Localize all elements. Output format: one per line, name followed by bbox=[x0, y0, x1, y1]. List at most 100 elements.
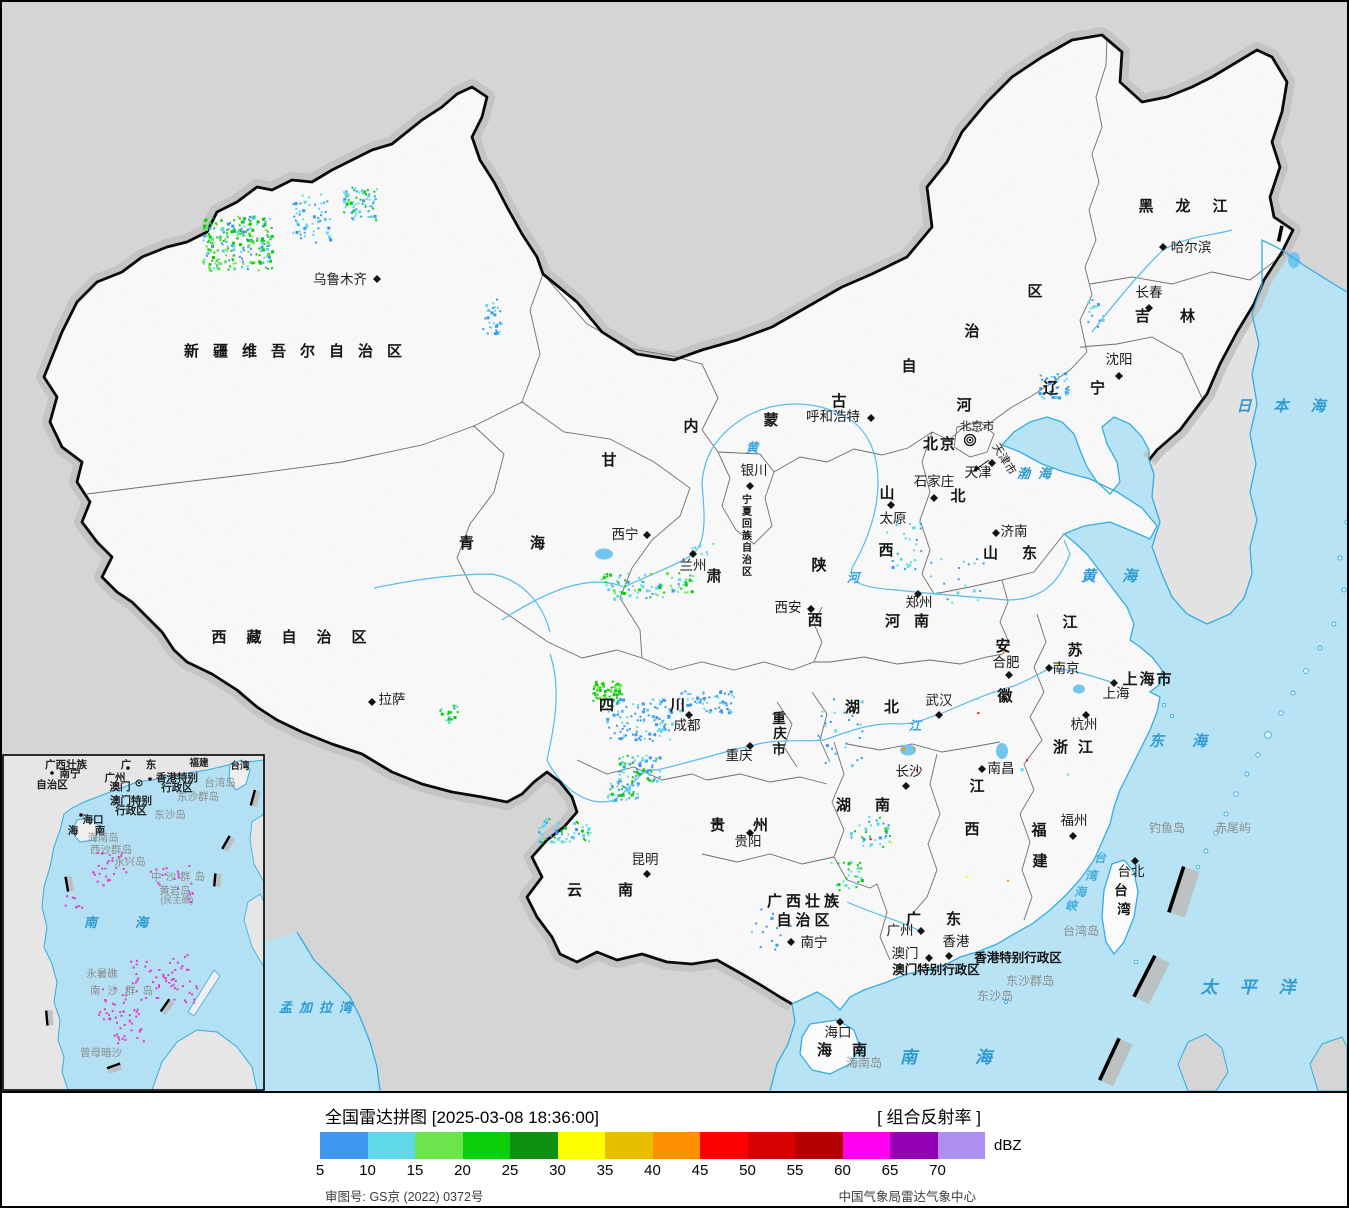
map-label: 北 bbox=[950, 488, 965, 505]
city-marker bbox=[685, 711, 693, 719]
map-label: 安 bbox=[995, 637, 1010, 655]
inset-boundary-dashes bbox=[44, 789, 261, 1075]
map-labels-layer: 新疆维吾尔自治区西藏自治区青海黑龙江吉林辽宁山东河南湖北湖南广东云南四川贵州海南… bbox=[184, 197, 1347, 1070]
map-label: 峡 bbox=[1065, 899, 1079, 913]
city-label: 香港 bbox=[943, 934, 971, 949]
map-label: 湾 bbox=[1085, 869, 1100, 883]
map-label: 台 bbox=[1114, 882, 1128, 898]
map-label: 日本海 bbox=[1236, 398, 1347, 415]
map-label: 东 bbox=[146, 758, 157, 771]
map-label: 辽宁 bbox=[1043, 379, 1137, 397]
map-label: 南 bbox=[95, 824, 106, 837]
city-marker bbox=[1131, 857, 1139, 865]
dbz-tick: 45 bbox=[691, 1162, 709, 1179]
map-label: 澳门 bbox=[110, 780, 131, 793]
map-label: 南海 bbox=[900, 1048, 1050, 1067]
map-label: 广 bbox=[121, 758, 132, 771]
legend-color-segment bbox=[890, 1132, 938, 1159]
city-label: 台北 bbox=[1118, 864, 1146, 879]
city-label: 银川 bbox=[741, 463, 768, 478]
map-label: 孟加拉湾 bbox=[279, 1000, 359, 1015]
data-source-credit: 中国气象局雷达气象中心 bbox=[838, 1190, 976, 1204]
maritime-boundary-dashes bbox=[1098, 225, 1284, 1087]
map-label: 回 bbox=[742, 518, 752, 530]
city-label: 上海 bbox=[1103, 686, 1130, 701]
ryukyu-islands bbox=[958, 519, 1347, 1004]
map-label: 山东 bbox=[983, 544, 1061, 562]
legend-color-segment bbox=[462, 1132, 510, 1159]
map-label: 台湾 bbox=[230, 760, 250, 772]
city-marker bbox=[887, 501, 895, 509]
city-marker bbox=[1082, 711, 1090, 719]
city-label: 杭州 bbox=[1071, 717, 1098, 732]
map-label: 北京 bbox=[923, 435, 957, 453]
map-label: 吉林 bbox=[1135, 307, 1225, 325]
map-label: 湖南 bbox=[836, 796, 914, 814]
city-label: 南宁 bbox=[801, 934, 828, 950]
city-marker bbox=[787, 938, 795, 946]
map-label: 海 bbox=[68, 824, 79, 837]
map-label: 自 bbox=[742, 541, 752, 554]
map-label: 东沙群岛 bbox=[1006, 973, 1054, 988]
city-marker bbox=[746, 829, 754, 837]
map-label: 自治区 bbox=[36, 778, 68, 791]
map-label: 北京市 bbox=[960, 419, 995, 433]
beijing-capital-symbol bbox=[963, 433, 977, 447]
city-label: 南京 bbox=[1053, 661, 1080, 676]
map-label: 黄 bbox=[746, 441, 761, 455]
map-label: 福建 bbox=[188, 757, 209, 769]
map-label: 云南 bbox=[567, 881, 669, 899]
map-label: 广州 bbox=[105, 771, 126, 784]
philippines bbox=[1177, 1033, 1347, 1091]
dbz-tick: 10 bbox=[359, 1162, 376, 1179]
map-label: 赤尾屿 bbox=[1215, 821, 1251, 835]
city-label: 昆明 bbox=[632, 852, 659, 867]
city-label: 广州 bbox=[887, 923, 914, 938]
map-label: 香港特别 bbox=[155, 771, 198, 784]
dbz-tick: 25 bbox=[501, 1162, 519, 1179]
sea-areas bbox=[264, 240, 1347, 1091]
legend-color-segment bbox=[510, 1132, 558, 1159]
map-label: 江 bbox=[1062, 613, 1077, 631]
map-label: 台 bbox=[1094, 851, 1107, 865]
dbz-tick: 50 bbox=[739, 1162, 756, 1179]
city-label: 成都 bbox=[674, 718, 701, 733]
map-label: 河南 bbox=[885, 612, 943, 630]
city-marker bbox=[1110, 679, 1118, 687]
map-label: 陕 bbox=[811, 556, 826, 574]
map-label: 湾 bbox=[1117, 901, 1131, 917]
city-label: 南昌 bbox=[988, 761, 1015, 776]
map-label: 黑龙江 bbox=[1138, 197, 1249, 215]
city-marker bbox=[1115, 372, 1123, 380]
city-marker bbox=[643, 531, 651, 539]
national-border bbox=[42, 33, 1295, 1006]
map-label: 建 bbox=[1032, 852, 1048, 870]
map-label: 自治区 bbox=[776, 911, 833, 929]
map-label: 南宁 bbox=[60, 767, 81, 780]
taiwan-island bbox=[1101, 859, 1139, 956]
map-label: 广东 bbox=[906, 910, 986, 928]
city-marker bbox=[1069, 832, 1077, 840]
map-label: 甘 bbox=[601, 451, 616, 469]
city-label: 长沙 bbox=[896, 764, 923, 779]
map-label: 山 bbox=[879, 485, 894, 502]
city-label: 拉萨 bbox=[379, 692, 406, 707]
city-label: 兰州 bbox=[680, 558, 707, 573]
map-label: 四川 bbox=[599, 697, 741, 714]
map-label: 台湾岛 bbox=[204, 776, 236, 789]
map-label: 永暑礁 bbox=[86, 967, 118, 980]
map-label: 东沙群岛 bbox=[177, 790, 219, 803]
dbz-tick: 70 bbox=[929, 1162, 946, 1179]
map-label: 东海 bbox=[1149, 732, 1235, 750]
city-marker bbox=[1159, 243, 1167, 251]
map-label: 南海 bbox=[84, 915, 186, 930]
map-label: 古 bbox=[831, 392, 846, 410]
map-label: 治 bbox=[964, 322, 979, 340]
map-label: 河 bbox=[956, 396, 971, 414]
map-label: 南沙群岛 bbox=[90, 984, 160, 997]
city-marker bbox=[867, 414, 875, 422]
city-marker bbox=[643, 870, 651, 878]
city-label: 郑州 bbox=[906, 595, 933, 610]
city-label: 海口 bbox=[825, 1025, 852, 1040]
city-marker bbox=[836, 1018, 844, 1026]
